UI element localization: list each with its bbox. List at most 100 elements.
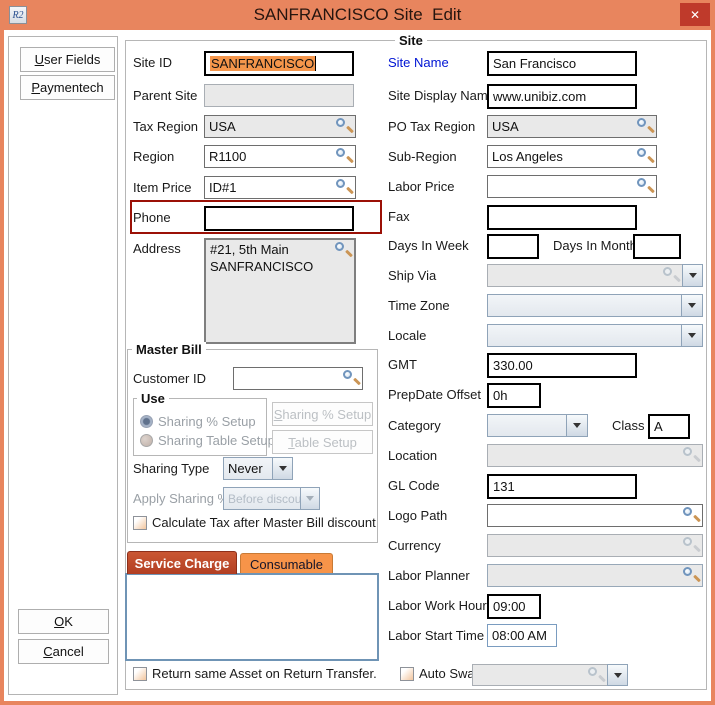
tax-region-lookup-icon[interactable] (336, 118, 354, 134)
use-group-label: Use (137, 391, 169, 406)
cancel-button[interactable]: Cancel (18, 639, 109, 664)
po-tax-region-input: USA (487, 115, 657, 138)
category-label: Category (388, 418, 441, 433)
region-lookup-icon[interactable] (336, 148, 354, 164)
class-input[interactable]: A (648, 414, 690, 439)
ship-via-dropdown-icon[interactable] (682, 264, 703, 287)
category-combo[interactable] (487, 414, 567, 437)
tax-region-label: Tax Region (133, 119, 199, 134)
return-asset-checkbox[interactable] (133, 667, 147, 681)
customer-id-label: Customer ID (133, 371, 206, 386)
gmt-input[interactable]: 330.00 (487, 353, 637, 378)
apply-sharing-label: Apply Sharing % (133, 491, 230, 506)
days-in-month-label: Days In Month (553, 238, 637, 253)
time-zone-dropdown-icon[interactable] (681, 294, 703, 317)
currency-lookup-icon (683, 537, 701, 553)
master-bill-groupbox (127, 349, 378, 543)
calc-tax-checkbox-label: Calculate Tax after Master Bill discount (152, 515, 376, 530)
sharing-table-radio-label: Sharing Table Setup (158, 433, 275, 448)
class-label: Class (612, 418, 645, 433)
labor-work-hours-label: Labor Work Hours (388, 598, 494, 613)
site-name-input[interactable]: San Francisco (487, 51, 637, 76)
parent-site-label: Parent Site (133, 88, 198, 103)
sub-region-lookup-icon[interactable] (637, 148, 655, 164)
fax-input[interactable] (487, 205, 637, 230)
logo-path-label: Logo Path (388, 508, 448, 523)
logo-path-lookup-icon[interactable] (683, 507, 701, 523)
region-input[interactable]: R1100 (204, 145, 356, 168)
gl-code-label: GL Code (388, 478, 440, 493)
sub-region-input[interactable]: Los Angeles (487, 145, 657, 168)
prepdate-offset-input[interactable]: 0h (487, 383, 541, 408)
item-price-input[interactable]: ID#1 (204, 176, 356, 199)
tab-consumable[interactable]: Consumable (240, 553, 333, 574)
currency-input (487, 534, 703, 557)
ok-button[interactable]: OK (18, 609, 109, 634)
auto-swap-input (472, 664, 608, 686)
service-charge-panel (125, 573, 379, 661)
text-caret (315, 56, 317, 71)
tax-region-input: USA (204, 115, 356, 138)
labor-planner-input[interactable] (487, 564, 703, 587)
location-lookup-icon (683, 447, 701, 463)
window-title: SANFRANCISCO Site Edit (253, 5, 462, 24)
site-id-label: Site ID (133, 55, 173, 70)
labor-work-hours-input[interactable]: 09:00 (487, 594, 541, 619)
customer-id-lookup-icon[interactable] (343, 370, 361, 386)
address-input[interactable]: #21, 5th Main SANFRANCISCO (204, 238, 356, 344)
po-tax-region-lookup-icon[interactable] (637, 118, 655, 134)
calc-tax-checkbox[interactable] (133, 516, 147, 530)
category-dropdown-icon[interactable] (566, 414, 588, 437)
return-asset-checkbox-label: Return same Asset on Return Transfer. (152, 666, 377, 681)
site-id-input[interactable]: SANFRANCISCO (204, 51, 354, 76)
auto-swap-checkbox[interactable] (400, 667, 414, 681)
location-input (487, 444, 703, 467)
apply-sharing-combo: Before discount (223, 487, 301, 510)
parent-site-input (204, 84, 354, 107)
selected-text: SANFRANCISCO (210, 56, 316, 71)
close-icon: ✕ (689, 7, 701, 22)
labor-price-input[interactable] (487, 175, 657, 198)
locale-combo[interactable] (487, 324, 682, 347)
site-display-name-label: Site Display Name (388, 88, 495, 103)
currency-label: Currency (388, 538, 441, 553)
fax-label: Fax (388, 209, 410, 224)
site-display-name-input[interactable]: www.unibiz.com (487, 84, 637, 109)
sub-region-label: Sub-Region (388, 149, 457, 164)
days-in-month-input[interactable] (633, 234, 681, 259)
tab-service-charge[interactable]: Service Charge (127, 551, 237, 574)
gl-code-input[interactable]: 131 (487, 474, 637, 499)
ship-via-lookup-icon (663, 267, 681, 283)
site-group-label: Site (395, 33, 427, 48)
table-setup-button: Table Setup (272, 430, 373, 454)
labor-price-lookup-icon[interactable] (637, 178, 655, 194)
close-button[interactable]: ✕ (680, 3, 710, 26)
phone-input[interactable] (204, 206, 354, 231)
auto-swap-checkbox-label: Auto Swap (419, 666, 482, 681)
auto-swap-dropdown-icon[interactable] (607, 664, 628, 686)
time-zone-combo[interactable] (487, 294, 682, 317)
locale-dropdown-icon[interactable] (681, 324, 703, 347)
labor-start-time-label: Labor Start Time (388, 628, 485, 643)
paymentech-button[interactable]: Paymentech (20, 75, 115, 100)
region-label: Region (133, 149, 175, 164)
labor-start-time-input[interactable]: 08:00 AM (487, 624, 557, 647)
apply-sharing-dropdown-icon (300, 487, 320, 510)
dialog-content: User Fields Paymentech OK Cancel Site Si… (4, 30, 711, 701)
sharing-type-combo[interactable]: Never (223, 457, 273, 480)
user-fields-button[interactable]: User Fields (20, 47, 115, 72)
item-price-label: Item Price (133, 180, 192, 195)
customer-id-input[interactable] (233, 367, 363, 390)
use-groupbox (133, 398, 267, 456)
item-price-lookup-icon[interactable] (336, 179, 354, 195)
site-name-label: Site Name (388, 55, 449, 70)
labor-planner-lookup-icon[interactable] (683, 567, 701, 583)
address-lookup-icon[interactable] (335, 242, 353, 258)
app-icon: R2 (9, 6, 27, 24)
days-in-week-input[interactable] (487, 234, 539, 259)
sharing-type-dropdown-icon[interactable] (272, 457, 293, 480)
logo-path-input[interactable] (487, 504, 703, 527)
location-label: Location (388, 448, 438, 463)
address-label: Address (133, 241, 181, 256)
